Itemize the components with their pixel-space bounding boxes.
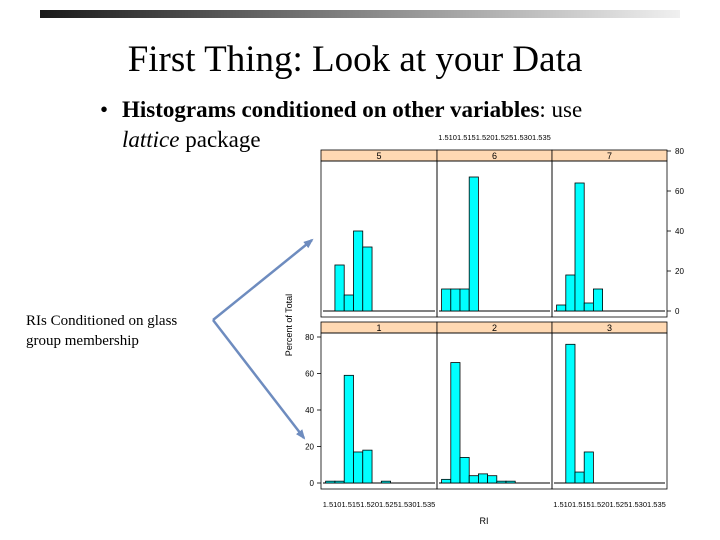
panel-frame (551, 332, 668, 490)
bullet-italic-text: lattice (122, 127, 180, 152)
side-note-line: group membership (26, 333, 139, 349)
histogram-bar (380, 480, 392, 484)
y-tick-label: 20 (675, 267, 684, 276)
histogram-bar (334, 480, 345, 484)
histogram-bar (477, 473, 488, 484)
panel-label: 2 (492, 323, 497, 333)
histogram-bar (343, 374, 354, 484)
bullet-dot-icon: • (100, 97, 109, 122)
x-axis-label: RI (480, 516, 489, 526)
histogram-bar (574, 182, 585, 312)
histogram-bar (353, 451, 364, 484)
histogram-bar (505, 480, 516, 484)
panel-frame (320, 332, 438, 490)
histogram-bar (583, 302, 594, 312)
histogram-bar (362, 449, 373, 484)
bullet-point: • Histograms conditioned on other variabl… (100, 95, 700, 155)
y-tick-label: 40 (305, 406, 314, 415)
histogram-bar (450, 288, 461, 312)
histogram-bar (593, 288, 604, 312)
histogram-bar (325, 480, 336, 484)
title-decoration-bar (40, 10, 680, 18)
histogram-bar (565, 343, 576, 484)
histogram-bar (468, 176, 479, 312)
histogram-bar (450, 362, 461, 484)
bullet-text: : use (539, 97, 583, 122)
x-tick-label: 1.5101.5151.5201.5251.5301.535 (323, 500, 436, 509)
y-tick-label: 0 (310, 479, 315, 488)
histogram-bar (441, 288, 452, 312)
histogram-bar (362, 246, 373, 312)
panel-label: 6 (492, 151, 497, 161)
histogram-bar (459, 457, 470, 484)
bullet-bold-text: Histograms conditioned on other variable… (122, 97, 540, 122)
panel-label: 3 (607, 323, 612, 333)
y-tick-label: 80 (675, 147, 684, 156)
x-tick-label: 1.5101.5151.5201.5251.5301.535 (553, 500, 666, 509)
panel-frame (551, 160, 668, 318)
bullet-tail-text: package (179, 127, 261, 152)
y-tick-label: 80 (305, 333, 314, 342)
histogram-bar (556, 304, 567, 312)
histogram-bar (459, 288, 470, 312)
histogram-bar (343, 294, 354, 312)
histogram-bar (496, 480, 507, 484)
y-tick-label: 60 (675, 187, 684, 196)
histogram-bar (468, 475, 479, 484)
histogram-bar (487, 475, 498, 484)
histogram-bar (583, 451, 594, 484)
panel-label: 5 (376, 151, 381, 161)
panel-label: 1 (376, 323, 381, 333)
histogram-bar (353, 230, 364, 312)
histogram-bar (574, 471, 585, 484)
side-note: RIs Conditioned on glass group membershi… (26, 311, 226, 351)
slide-title: First Thing: Look at your Data (127, 39, 583, 80)
histogram-bar (441, 478, 452, 484)
side-note-line: RIs Conditioned on glass (26, 313, 178, 329)
histogram-bar (565, 274, 576, 312)
x-tick-label: 1.5101.5151.5201.5251.5301.535 (438, 133, 551, 142)
y-tick-label: 20 (305, 443, 314, 452)
y-tick-label: 60 (305, 370, 314, 379)
y-tick-label: 0 (675, 307, 680, 316)
y-tick-label: 40 (675, 227, 684, 236)
histogram-bar (334, 264, 345, 312)
panel-label: 7 (607, 151, 612, 161)
y-axis-label: Percent of Total (284, 294, 294, 356)
